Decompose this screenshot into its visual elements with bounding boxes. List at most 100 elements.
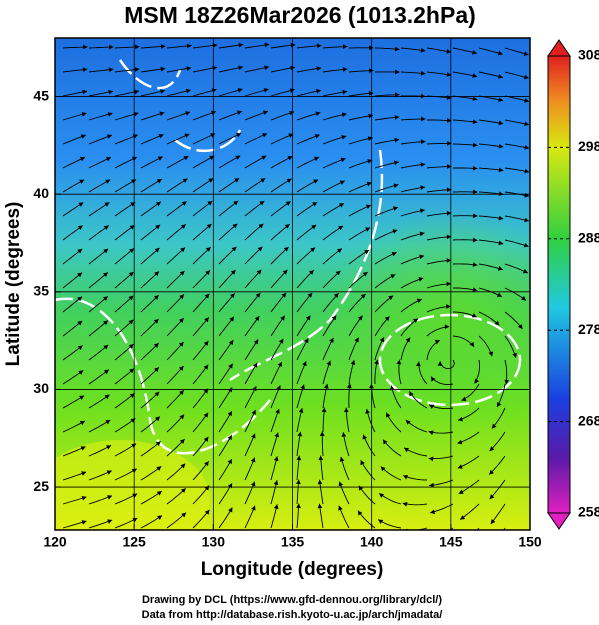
streamline-arrow — [446, 304, 451, 309]
streamline-arrow — [471, 313, 477, 318]
streamline-arrow — [369, 68, 374, 74]
streamline-arrow — [236, 133, 242, 138]
streamline-arrow — [277, 361, 282, 367]
streamline-arrow — [360, 460, 365, 466]
streamline-arrow — [230, 293, 235, 299]
streamline-arrow — [102, 296, 108, 301]
streamline-arrow — [134, 89, 139, 95]
streamline-arrow — [257, 246, 263, 252]
streamline-arrow — [258, 223, 264, 229]
streamline-arrow — [461, 396, 467, 402]
streamline-arrow — [106, 470, 112, 475]
streamline-arrow — [180, 488, 186, 494]
streamline-arrow — [307, 292, 313, 298]
streamline-arrow — [107, 112, 113, 117]
streamline-arrow — [458, 416, 463, 422]
streamline-arrow — [367, 158, 373, 164]
streamline-arrow — [77, 345, 83, 351]
streamline-arrow — [472, 73, 478, 78]
streamline-arrow — [108, 89, 114, 95]
streamline-arrow — [504, 379, 510, 385]
streamline-arrow — [128, 344, 134, 349]
streamline-arrow — [310, 247, 316, 253]
streamline-arrow — [82, 67, 88, 73]
colorbar-extend-top — [547, 39, 571, 57]
streamline-arrow — [428, 456, 434, 462]
streamline-arrow — [390, 274, 396, 279]
streamline-arrow — [203, 412, 209, 418]
streamline-arrow — [251, 409, 256, 415]
streamline-arrow — [394, 115, 400, 120]
streamline-arrow — [153, 343, 159, 348]
streamline-arrow — [204, 461, 209, 467]
streamline-arrow — [420, 93, 426, 99]
streamline-arrow — [133, 111, 139, 117]
streamline-arrow — [273, 480, 279, 486]
streamline-arrow — [159, 111, 165, 117]
streamline-arrow — [275, 408, 280, 414]
streamline-arrow — [522, 268, 528, 274]
streamline-arrow — [128, 319, 134, 325]
streamline-arrow — [457, 439, 463, 445]
streamline-arrow — [342, 67, 348, 72]
streamline-arrow — [79, 421, 85, 426]
streamline-arrow — [229, 316, 235, 322]
streamline-arrow — [80, 156, 86, 162]
streamline-arrow — [394, 46, 400, 52]
streamline-arrow — [154, 367, 159, 373]
streamline-arrow — [420, 185, 425, 191]
streamline-arrow — [368, 113, 374, 119]
streamline-arrow — [186, 43, 192, 49]
streamline-arrow — [106, 134, 112, 139]
streamline-arrow — [204, 293, 210, 299]
streamline-arrow — [290, 42, 296, 48]
streamline-arrow — [179, 270, 185, 276]
streamline-arrow — [405, 337, 411, 343]
streamline-arrow — [297, 431, 303, 437]
streamline-arrow — [341, 135, 347, 140]
streamline-arrow — [336, 248, 342, 253]
streamline-arrow — [262, 110, 268, 116]
streamline-arrow — [394, 137, 400, 143]
streamline-arrow — [447, 141, 452, 146]
colorbar — [547, 55, 571, 514]
streamline-arrow — [317, 503, 323, 509]
streamline-arrow — [326, 360, 332, 366]
streamline-arrow — [354, 337, 359, 343]
streamline-arrow — [180, 463, 186, 469]
streamline-arrow — [498, 143, 504, 149]
streamline-arrow — [405, 419, 411, 425]
streamline-arrow — [157, 515, 163, 520]
streamline-arrow — [256, 269, 262, 275]
streamline-arrow — [498, 120, 504, 126]
x-axis-label: Longitude (degrees) — [201, 559, 384, 580]
streamline-arrow — [512, 352, 517, 358]
streamline-arrow — [179, 390, 184, 396]
streamline-arrow — [379, 337, 385, 343]
streamline-arrow — [492, 544, 496, 549]
streamline-arrow — [384, 316, 390, 322]
streamline-arrow — [342, 89, 348, 95]
streamline-arrow — [383, 439, 388, 445]
colorbar-extend-bottom — [547, 512, 571, 530]
streamline-arrow — [472, 165, 478, 171]
field — [55, 38, 530, 549]
streamline-arrow — [472, 287, 478, 292]
streamline-arrow — [128, 271, 134, 277]
streamline-arrow — [446, 49, 452, 54]
x-tick-label: 150 — [518, 534, 542, 550]
streamline-arrow — [524, 98, 529, 103]
streamline-arrow — [106, 445, 112, 450]
colorbar-tick-label: 258 — [578, 504, 599, 520]
colorbar-tick-label: 308 — [578, 47, 599, 63]
streamline-arrow — [379, 493, 385, 498]
streamline-arrow — [490, 519, 496, 524]
streamline-arrow — [393, 183, 399, 189]
streamline-arrow — [437, 361, 443, 366]
streamline-arrow — [205, 270, 210, 276]
streamline-arrow — [203, 388, 209, 394]
streamline-arrow — [77, 225, 83, 231]
streamline-arrow — [323, 383, 329, 389]
streamline-arrow — [321, 407, 327, 413]
streamline-arrow — [286, 178, 292, 184]
